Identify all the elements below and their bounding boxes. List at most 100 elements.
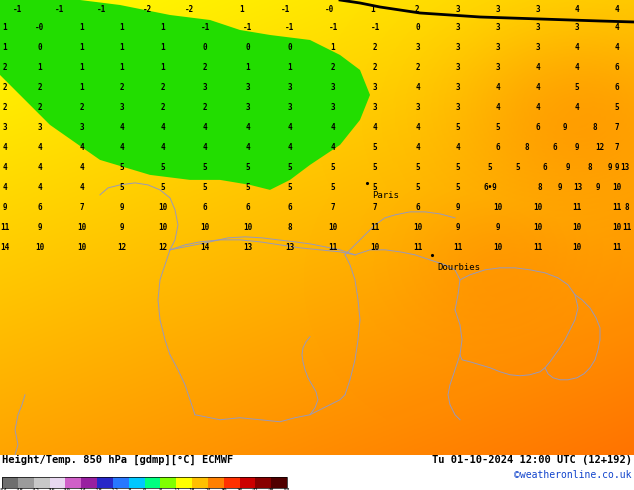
Text: ©weatheronline.co.uk: ©weatheronline.co.uk	[515, 470, 632, 480]
Text: 2: 2	[37, 103, 42, 112]
Text: 48: 48	[268, 489, 275, 490]
Text: 4: 4	[536, 83, 540, 93]
Text: 4: 4	[37, 163, 42, 172]
Bar	[224, 477, 240, 488]
Text: 5: 5	[416, 163, 420, 172]
Text: 4: 4	[456, 144, 460, 152]
Text: 4: 4	[120, 144, 124, 152]
Text: 10: 10	[36, 244, 44, 252]
Text: 3: 3	[80, 123, 84, 132]
Text: 4: 4	[615, 44, 619, 52]
Text: 8: 8	[624, 203, 630, 212]
Text: 3: 3	[496, 24, 500, 32]
Text: 5: 5	[574, 83, 579, 93]
Text: 2: 2	[415, 5, 419, 15]
Text: 4: 4	[80, 163, 84, 172]
Text: 10: 10	[77, 223, 87, 232]
Text: 8: 8	[538, 183, 542, 193]
Text: 0: 0	[246, 44, 250, 52]
Text: 4: 4	[160, 123, 165, 132]
Text: -1: -1	[55, 5, 65, 15]
Text: 5: 5	[515, 163, 521, 172]
Text: 3: 3	[456, 64, 460, 73]
Bar	[192, 477, 208, 488]
Text: 5: 5	[373, 183, 377, 193]
Text: 4: 4	[80, 183, 84, 193]
Text: 4: 4	[120, 123, 124, 132]
Text: 9: 9	[563, 123, 567, 132]
Text: 4: 4	[80, 144, 84, 152]
Bar	[240, 477, 256, 488]
Text: 2: 2	[373, 64, 377, 73]
Text: 1: 1	[37, 64, 42, 73]
Text: 11: 11	[612, 244, 621, 252]
Text: 11: 11	[328, 244, 338, 252]
Text: 3: 3	[456, 83, 460, 93]
Text: 2: 2	[3, 64, 8, 73]
Text: 7: 7	[331, 203, 335, 212]
Text: 3: 3	[536, 5, 540, 15]
Text: 1: 1	[80, 44, 84, 52]
Text: 7: 7	[615, 144, 619, 152]
Text: 10: 10	[493, 203, 503, 212]
Text: 4: 4	[536, 64, 540, 73]
Text: 4: 4	[37, 144, 42, 152]
Text: 3: 3	[496, 64, 500, 73]
Text: 3: 3	[246, 83, 250, 93]
Bar	[113, 477, 129, 488]
Text: 4: 4	[615, 5, 619, 15]
Text: 9: 9	[3, 203, 8, 212]
Text: 13: 13	[621, 163, 630, 172]
Text: 5: 5	[416, 183, 420, 193]
Text: 4: 4	[288, 123, 292, 132]
Text: 3: 3	[536, 24, 540, 32]
Text: 4: 4	[496, 83, 500, 93]
Text: 3: 3	[574, 24, 579, 32]
Text: 1: 1	[120, 24, 124, 32]
Text: -1: -1	[13, 5, 23, 15]
Text: 1: 1	[3, 24, 8, 32]
Text: 10: 10	[533, 203, 543, 212]
Text: 1: 1	[3, 44, 8, 52]
Text: 2: 2	[373, 44, 377, 52]
Text: 11: 11	[573, 203, 581, 212]
Text: 2: 2	[160, 103, 165, 112]
Text: 3: 3	[456, 5, 460, 15]
Text: -30: -30	[60, 489, 70, 490]
Polygon shape	[0, 0, 370, 190]
Text: 10: 10	[200, 223, 210, 232]
Text: 5: 5	[488, 163, 493, 172]
Text: 5: 5	[456, 123, 460, 132]
Text: 1: 1	[371, 5, 375, 15]
Text: 12: 12	[173, 489, 179, 490]
Text: 5: 5	[120, 163, 124, 172]
Text: 6: 6	[496, 144, 500, 152]
Text: 3: 3	[331, 103, 335, 112]
Text: 4: 4	[246, 123, 250, 132]
Text: 1: 1	[160, 64, 165, 73]
Text: 1: 1	[80, 24, 84, 32]
Text: Height/Temp. 850 hPa [gdmp][°C] ECMWF: Height/Temp. 850 hPa [gdmp][°C] ECMWF	[2, 455, 233, 465]
Text: 5: 5	[203, 183, 207, 193]
Text: 6: 6	[246, 203, 250, 212]
Text: -48: -48	[13, 489, 23, 490]
Text: 9: 9	[574, 144, 579, 152]
Text: 1: 1	[246, 64, 250, 73]
Text: 1: 1	[240, 5, 244, 15]
Text: 3: 3	[416, 103, 420, 112]
Text: 2: 2	[203, 103, 207, 112]
Text: 3: 3	[416, 44, 420, 52]
Text: 11: 11	[612, 203, 621, 212]
Text: Tu 01-10-2024 12:00 UTC (12+192): Tu 01-10-2024 12:00 UTC (12+192)	[432, 455, 632, 465]
Text: 9: 9	[607, 163, 612, 172]
Text: 10: 10	[328, 223, 338, 232]
Text: Paris: Paris	[372, 191, 399, 200]
Text: -1: -1	[370, 24, 380, 32]
Text: 5: 5	[373, 144, 377, 152]
Text: -1: -1	[285, 24, 295, 32]
Text: 3: 3	[456, 44, 460, 52]
Text: 2: 2	[37, 83, 42, 93]
Text: 0: 0	[203, 44, 207, 52]
Text: 10: 10	[158, 203, 167, 212]
Text: 2: 2	[203, 64, 207, 73]
